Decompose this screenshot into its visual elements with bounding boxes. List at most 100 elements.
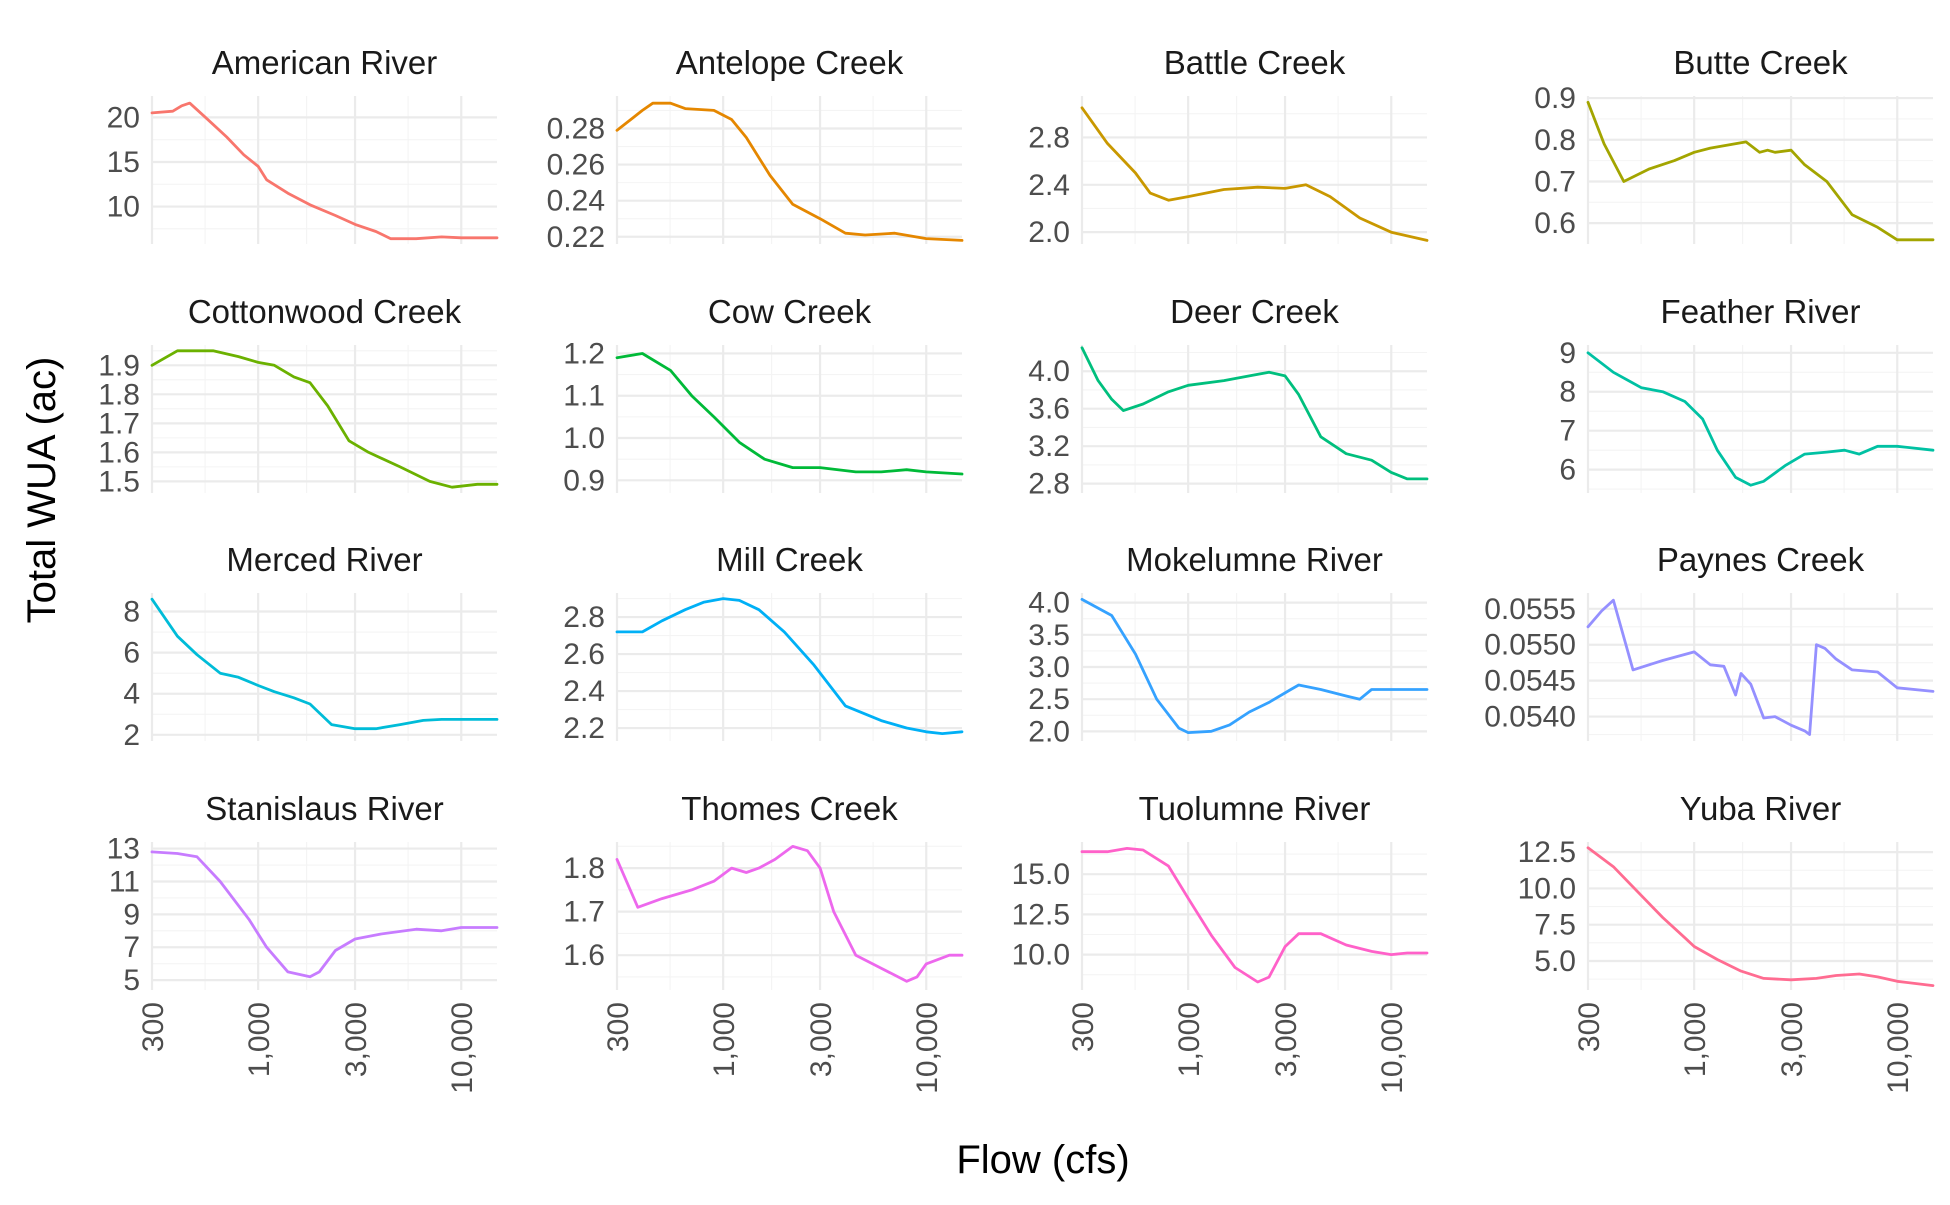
x-tick-label: 1,000: [243, 1002, 276, 1077]
panel-title: Feather River: [1661, 293, 1861, 330]
y-tick-label: 15.0: [1012, 858, 1070, 891]
y-tick-label: 1.1: [563, 380, 605, 413]
y-tick-label: 4.0: [1028, 355, 1070, 388]
x-tick-label: 3,000: [1776, 1002, 1809, 1077]
y-tick-label: 9: [123, 898, 140, 931]
y-tick-label: 2.4: [563, 675, 605, 708]
y-tick-label: 3.0: [1028, 651, 1070, 684]
panel-antelope-creek: Antelope Creek 0.220.240.26 0.28: [547, 44, 964, 254]
series-line-thomes-creek: [615, 845, 964, 983]
series-line-stanislaus-river: [150, 850, 499, 979]
y-tick-label: 0.9: [1534, 82, 1576, 115]
x-tick-label: 10,000: [446, 1002, 479, 1094]
panel-cottonwood-creek: Cottonwood Creek 1.51.61.71.81.9: [98, 293, 499, 498]
y-tick-label: 1.8: [98, 378, 140, 411]
x-tick-label: 1,000: [1679, 1002, 1712, 1077]
series-line-mokelumne-river: [1080, 598, 1429, 734]
y-tick-label: 0.0555: [1484, 593, 1576, 626]
series-line-antelope-creek: [615, 101, 964, 242]
x-tick-label: 3,000: [1270, 1002, 1303, 1077]
y-tick-label: 1.7: [563, 896, 605, 929]
y-tick-label: 3.2: [1028, 430, 1070, 463]
y-tick-label: 1.9: [98, 349, 140, 382]
series-line-cow-creek: [615, 352, 964, 476]
x-tick-label: 1,000: [1173, 1002, 1206, 1077]
y-tick-label: 0.0545: [1484, 665, 1576, 698]
panel-feather-river: Feather River 6 7 8 9: [1559, 293, 1935, 493]
x-tick-label: 300: [1067, 1002, 1100, 1052]
y-tick-label: 20: [107, 101, 140, 134]
y-tick-label: 11: [109, 865, 140, 898]
panel-title: Antelope Creek: [676, 44, 904, 81]
x-tick-label: 300: [137, 1002, 170, 1052]
panel-deer-creek: Deer Creek 2.8 3.2 3.6 4.0: [1028, 293, 1429, 501]
y-tick-label: 3.6: [1028, 393, 1070, 426]
panel-title: Mill Creek: [716, 541, 863, 578]
panel-thomes-creek: Thomes Creek 1.6 1.7 1.8 300 1,000 3,000 10,000: [563, 790, 964, 1094]
y-tick-label: 10.0: [1518, 872, 1576, 905]
series-line-butte-creek: [1586, 100, 1935, 242]
panel-title: Deer Creek: [1170, 293, 1339, 330]
y-tick-label: 12.5: [1518, 836, 1576, 869]
y-tick-label: 2.2: [563, 712, 605, 745]
y-tick-label: 1.7: [98, 407, 140, 440]
y-tick-label: 2.4: [1028, 169, 1070, 202]
y-tick-label: 2.8: [563, 601, 605, 634]
y-tick-label: 2: [123, 719, 140, 752]
y-tick-label: 6: [123, 637, 140, 670]
panel-butte-creek: Butte Creek 0.6 0.7 0.8 0.9: [1534, 44, 1935, 244]
x-tick-label: 10,000: [1882, 1002, 1915, 1094]
y-tick-label: 1.6: [563, 939, 605, 972]
panel-american-river: American River 10 15 20: [107, 44, 499, 244]
series-line-merced-river: [150, 597, 499, 731]
series-line-yuba-river: [1586, 846, 1935, 987]
x-tick-label: 10,000: [911, 1002, 944, 1094]
panel-title: Tuolumne River: [1139, 790, 1371, 827]
panel-cow-creek: Cow Creek 0.9 1.0 1.1 1.2: [563, 293, 964, 497]
y-tick-label: 3.5: [1028, 619, 1070, 652]
y-tick-label: 0.26: [547, 149, 605, 182]
series-line-american-river: [150, 101, 499, 241]
panel-mill-creek: Mill Creek 2.2 2.4 2.6 2.8: [563, 541, 964, 745]
y-tick-label: 0.0540: [1484, 701, 1576, 734]
panel-title: Paynes Creek: [1657, 541, 1865, 578]
x-tick-label: 300: [1573, 1002, 1606, 1052]
y-tick-label: 15: [107, 146, 140, 179]
panel-title: Stanislaus River: [205, 790, 443, 827]
y-tick-label: 0.28: [547, 112, 605, 145]
x-tick-label: 3,000: [805, 1002, 838, 1077]
panel-title: Butte Creek: [1673, 44, 1848, 81]
y-tick-label: 2.8: [1028, 121, 1070, 154]
y-tick-label: 2.5: [1028, 683, 1070, 716]
y-tick-label: 10.0: [1012, 939, 1070, 972]
panel-title: Mokelumne River: [1126, 541, 1383, 578]
y-tick-label: 2.8: [1028, 468, 1070, 501]
y-tick-label: 0.24: [547, 185, 605, 218]
panel-title: Yuba River: [1680, 790, 1841, 827]
y-tick-label: 0.22: [547, 221, 605, 254]
panel-battle-creek: Battle Creek 2.0 2.4 2.8: [1028, 44, 1429, 249]
y-tick-label: 0.6: [1534, 207, 1576, 240]
y-tick-label: 9: [1559, 337, 1576, 370]
y-tick-label: 4.0: [1028, 587, 1070, 620]
y-tick-label: 2.0: [1028, 715, 1070, 748]
series-line-mill-creek: [615, 597, 964, 735]
y-tick-label: 1.0: [563, 422, 605, 455]
series-line-battle-creek: [1080, 106, 1429, 242]
y-tick-label: 1.8: [563, 852, 605, 885]
y-tick-label: 5: [123, 964, 140, 997]
panel-title: American River: [212, 44, 438, 81]
y-tick-label: 5.0: [1534, 945, 1576, 978]
panel-merced-river: Merced River 2 4 6 8: [123, 541, 499, 752]
series-line-cottonwood-creek: [150, 349, 499, 489]
y-tick-label: 12.5: [1012, 898, 1070, 931]
y-tick-label: 2.0: [1028, 216, 1070, 249]
panel-title: Cottonwood Creek: [188, 293, 462, 330]
y-axis-title: Total WUA (ac): [20, 357, 64, 624]
y-tick-label: 2.6: [563, 638, 605, 671]
y-tick-label: 1.2: [563, 337, 605, 370]
